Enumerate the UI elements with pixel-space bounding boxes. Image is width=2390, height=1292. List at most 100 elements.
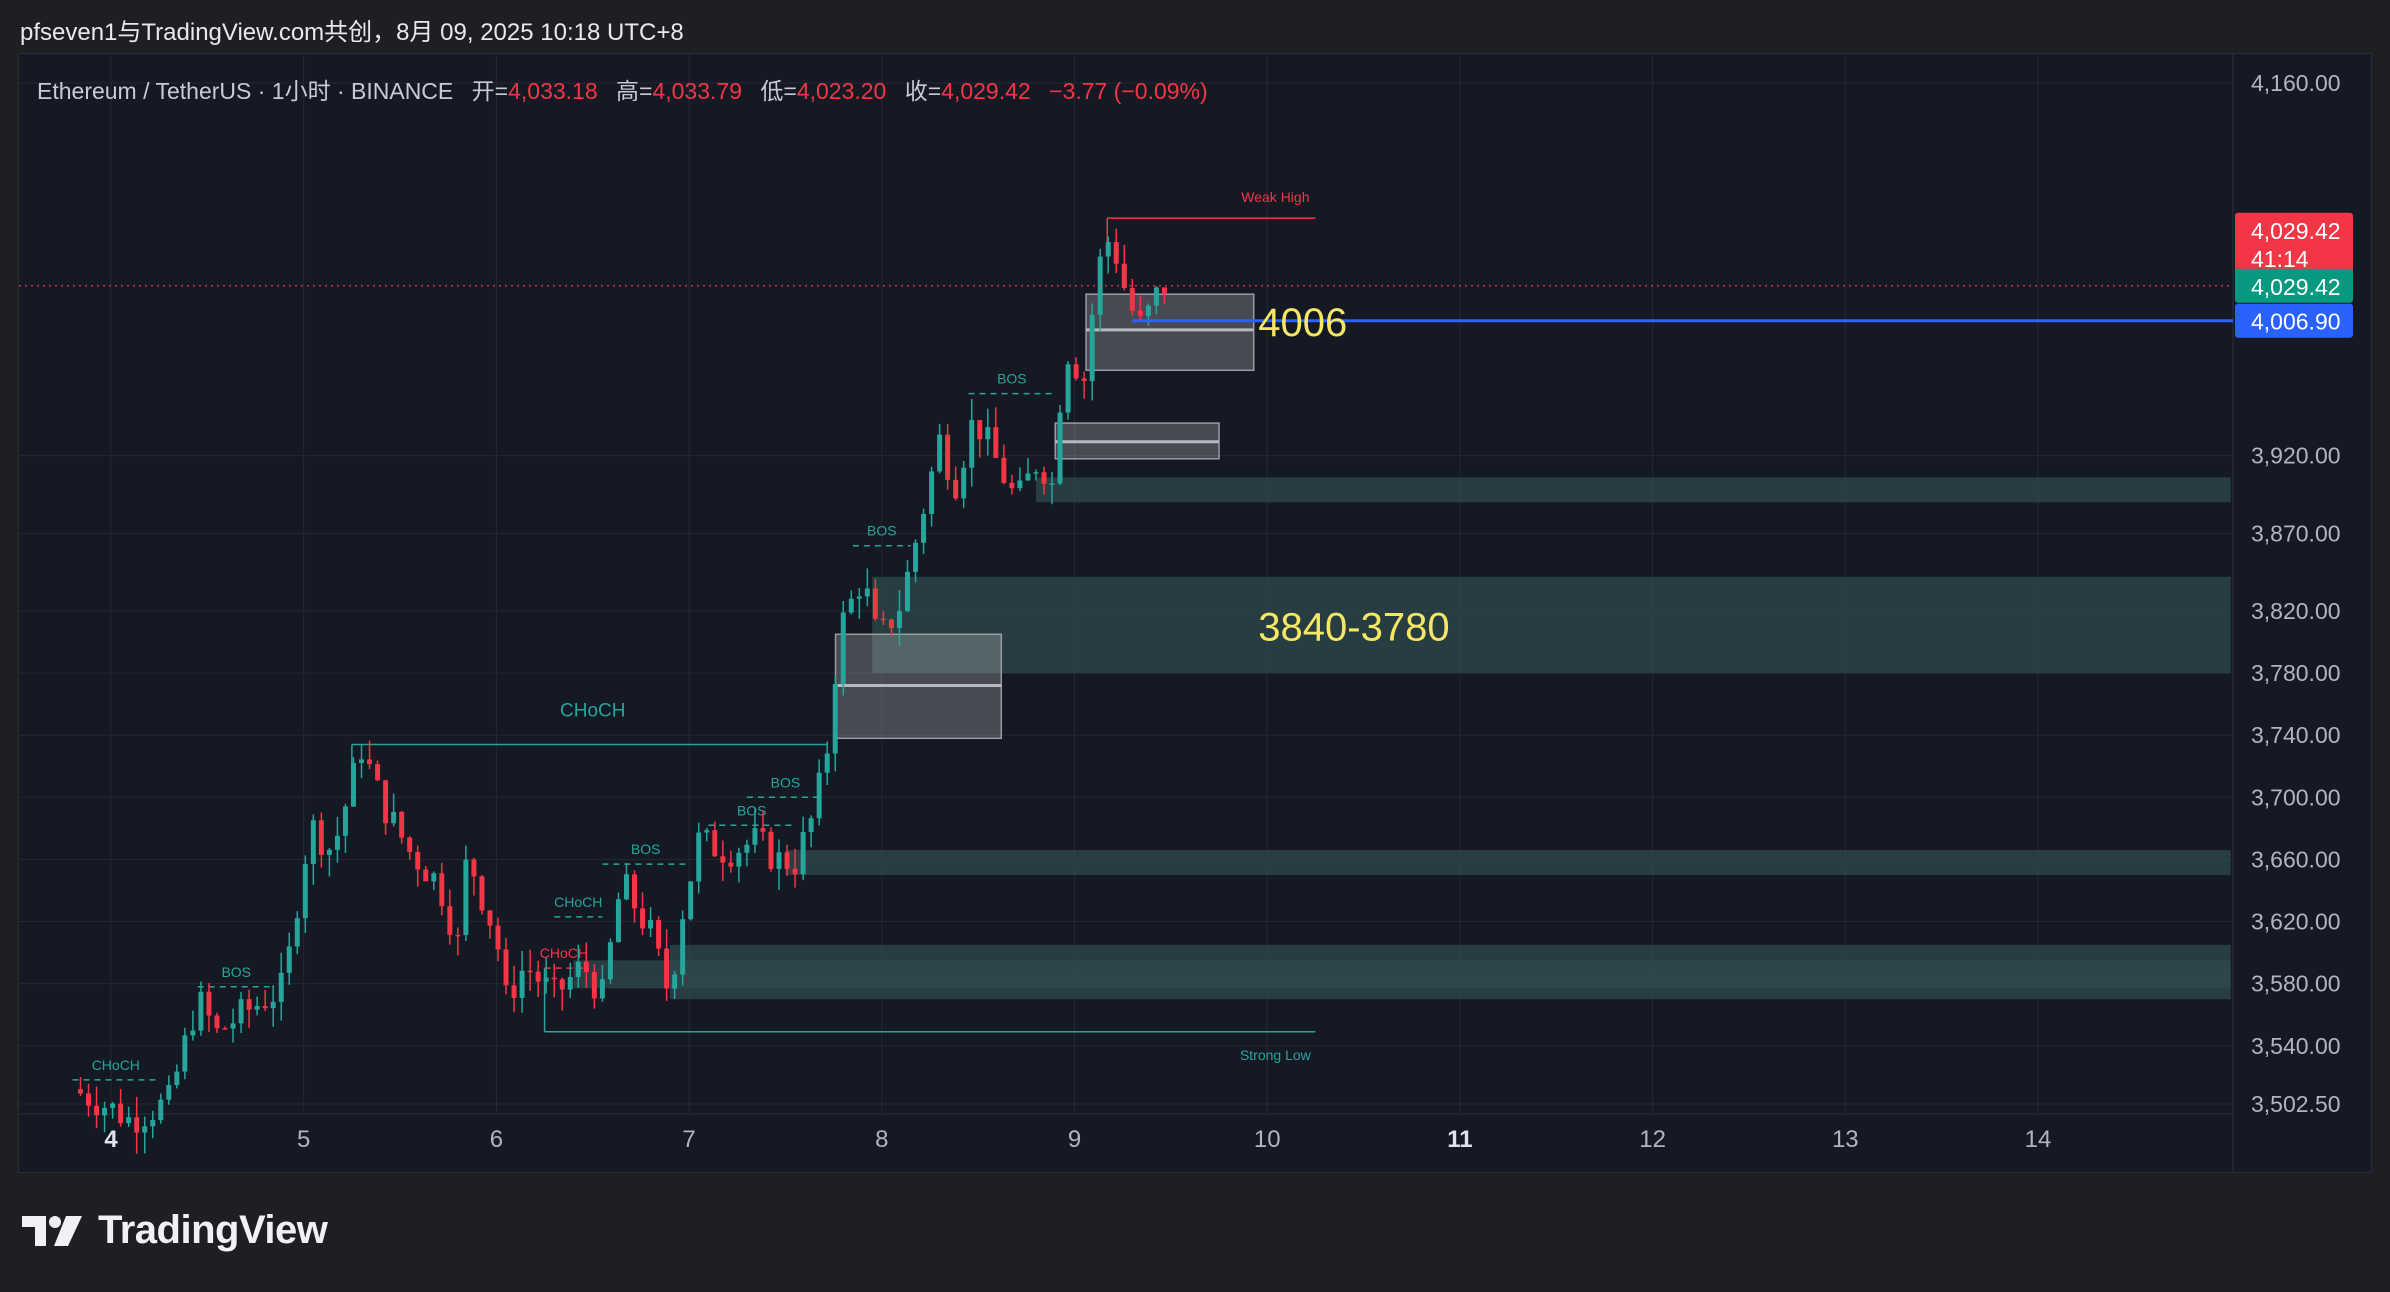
choch-label: CHoCH [560,701,625,722]
candle-body [640,908,646,929]
bos-label: BOS [771,774,801,790]
candle-body [118,1103,124,1124]
candle-body [535,971,541,982]
line-price-tag [2235,303,2353,338]
bos-label: CHoCH [540,945,588,961]
candle-body [1145,305,1151,316]
candle-body [455,934,461,937]
candle-body [680,919,686,975]
candle-body [294,918,300,947]
candle-body [399,811,405,838]
order-block [1085,293,1255,372]
price-axis-label: 3,620.00 [2251,909,2341,935]
candle-body [439,873,445,907]
candle-body [182,1035,188,1072]
order-block-boxes [834,293,1255,740]
open-value: 4,033.18 [508,78,598,104]
candle-body [832,683,838,754]
candle-body [896,611,902,629]
candle-body [1137,310,1143,316]
time-axis-label: 5 [297,1126,310,1153]
candle-body [94,1105,100,1116]
candle-body [1161,287,1167,294]
time-axis-label: 8 [875,1126,888,1153]
candle-body [591,972,597,999]
candle-body [286,946,292,973]
annotations: 4006 3840-3780 [1258,301,1449,649]
candle-body [415,852,421,870]
candle-body [864,588,870,597]
close-price-tag [2235,268,2353,303]
candle-body [407,837,413,853]
price-axis-label: 3,660.00 [2251,846,2341,872]
candle-body [1057,412,1063,484]
candle-body [969,419,975,468]
low-label: 低= [760,78,797,104]
candle-body [310,820,316,864]
chart-panel[interactable]: Weak High Strong Low CHoCH CHoCH BOS CHoCH CHo… [18,53,2372,1173]
tradingview-logo-icon [22,1215,82,1246]
bos-label: BOS [997,371,1027,387]
price-axis-label: 3,580.00 [2251,971,2341,997]
candle-body [166,1085,172,1100]
candle-body [929,471,935,514]
price-chart[interactable]: Weak High Strong Low CHoCH CHoCH BOS CHoCH CHo… [19,54,2372,1173]
candle-body [993,427,999,458]
price-axis-label: 3,700.00 [2251,784,2341,810]
brand-name: TradingView [98,1208,328,1252]
candle-body [214,1015,220,1029]
candle-body [840,612,846,684]
line-price-tag-text: 4,006.90 [2251,309,2341,335]
close-label: 收= [904,78,942,104]
horizontal-lines [19,285,2233,323]
candle-body [519,970,525,998]
candle-body [334,835,340,850]
candle-body [872,588,878,619]
open-label: 开= [471,78,509,104]
candle-body [623,874,629,900]
candle-body [150,1120,156,1127]
candle-body [913,542,919,572]
candle-body [1089,314,1095,382]
candle-body [607,942,613,980]
candle-body [342,806,348,836]
candle-body [824,753,830,773]
candle-body [720,856,726,863]
demand-zone [573,960,2231,989]
candle-body [648,920,654,929]
symbol-legend: Ethereum / TetherUS · 1小时 · BINANCE 开=4,… [37,72,1208,106]
price-axis-label: 4,160.00 [2251,70,2341,96]
candle-body [254,1006,260,1010]
bos-label: BOS [737,802,767,818]
candle-body [688,881,694,920]
candle-body [664,948,670,989]
demand-zone [872,576,2231,674]
candle-body [278,972,284,1002]
tradingview-brand[interactable]: TradingView [22,1208,328,1253]
time-axis-label: 13 [1832,1126,1859,1153]
candle-body [961,467,967,499]
structure-levels: Weak High Strong Low CHoCH CHoCH BOS CHoCH CHo… [72,189,1316,1081]
candle-body [471,859,477,877]
candle-body [977,419,983,440]
candle-body [1121,263,1127,289]
candle-body [495,925,501,950]
candle-body [326,849,332,855]
demand-zone [785,850,2231,875]
candle-body [503,949,509,986]
candle-body [776,852,782,869]
candle-body [792,868,798,875]
candle-body [848,598,854,613]
candle-body [367,759,373,765]
bos-label: BOS [867,523,897,539]
candle-body [905,571,910,612]
price-annotation: 3840-3780 [1258,605,1449,649]
candle-body [712,830,718,857]
candle-body [359,759,364,763]
candle-body [1105,242,1111,257]
bos-label: CHoCH [554,894,602,910]
time-axis-label: 4 [104,1126,118,1153]
candle-body [656,920,662,949]
last-price-tag [2235,212,2353,275]
